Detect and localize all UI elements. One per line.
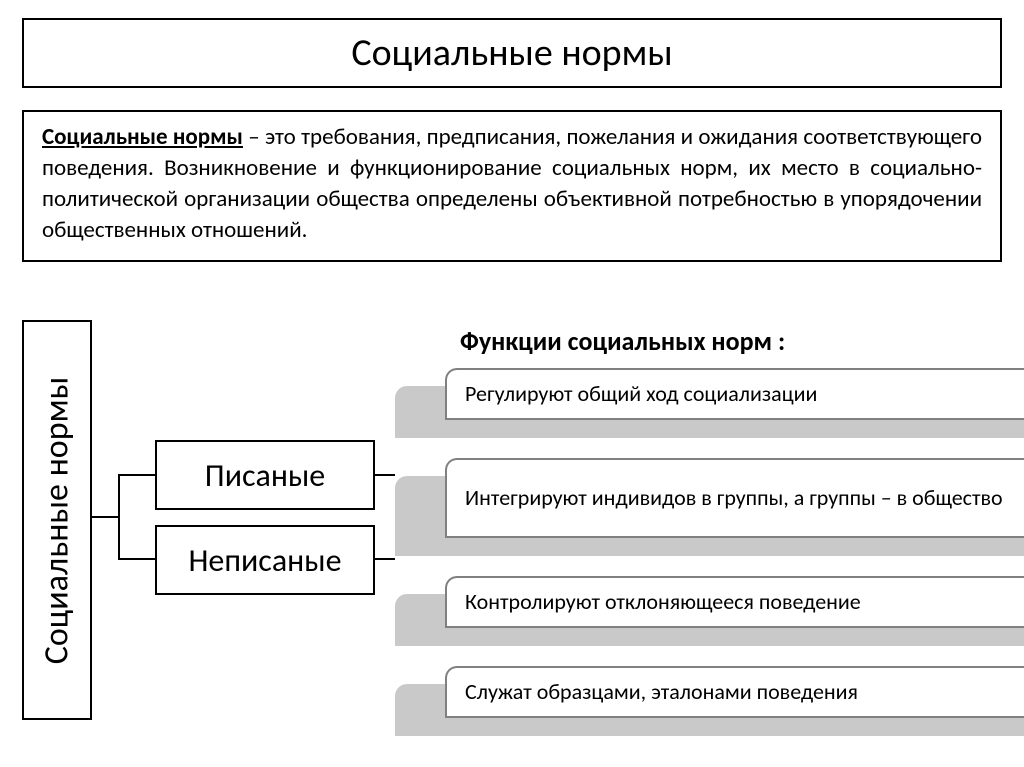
hierarchy-child-2-label: Неписаные bbox=[188, 541, 341, 580]
connector-line bbox=[118, 558, 155, 560]
function-item: Интегрируют индивидов в группы, а группы… bbox=[395, 458, 1024, 556]
definition-text: Социальные нормы – это требования, предп… bbox=[42, 122, 982, 246]
function-item: Служат образцами, эталонами поведения bbox=[395, 666, 1024, 736]
function-box: Интегрируют индивидов в группы, а группы… bbox=[445, 458, 1024, 538]
hierarchy-child-1-label: Писаные bbox=[205, 456, 325, 495]
connector-line bbox=[92, 516, 120, 518]
functions-heading: Функции социальных норм : bbox=[460, 325, 785, 357]
definition-term: Социальные нормы bbox=[42, 123, 243, 151]
page-title: Социальные нормы bbox=[351, 30, 672, 76]
definition-box: Социальные нормы – это требования, предп… bbox=[22, 110, 1002, 262]
function-label: Интегрируют индивидов в группы, а группы… bbox=[465, 484, 1003, 512]
hierarchy-root-label: Социальные нормы bbox=[37, 376, 78, 664]
function-label: Служат образцами, эталонами поведения bbox=[465, 678, 858, 706]
function-item: Регулируют общий ход социализации bbox=[395, 368, 1024, 438]
function-label: Контролируют отклоняющееся поведение bbox=[465, 588, 861, 616]
function-box: Регулируют общий ход социализации bbox=[445, 368, 1024, 420]
function-box: Контролируют отклоняющееся поведение bbox=[445, 576, 1024, 628]
function-box: Служат образцами, эталонами поведения bbox=[445, 666, 1024, 718]
connector-line bbox=[118, 474, 155, 476]
hierarchy-child-2: Неписаные bbox=[155, 525, 375, 595]
title-box: Социальные нормы bbox=[22, 18, 1002, 88]
connector-line bbox=[375, 558, 395, 560]
connector-line bbox=[375, 474, 395, 476]
function-label: Регулируют общий ход социализации bbox=[465, 380, 817, 408]
function-item: Контролируют отклоняющееся поведение bbox=[395, 576, 1024, 646]
hierarchy-root-box: Социальные нормы bbox=[22, 320, 92, 720]
hierarchy-child-1: Писаные bbox=[155, 440, 375, 510]
connector-line bbox=[118, 474, 120, 560]
